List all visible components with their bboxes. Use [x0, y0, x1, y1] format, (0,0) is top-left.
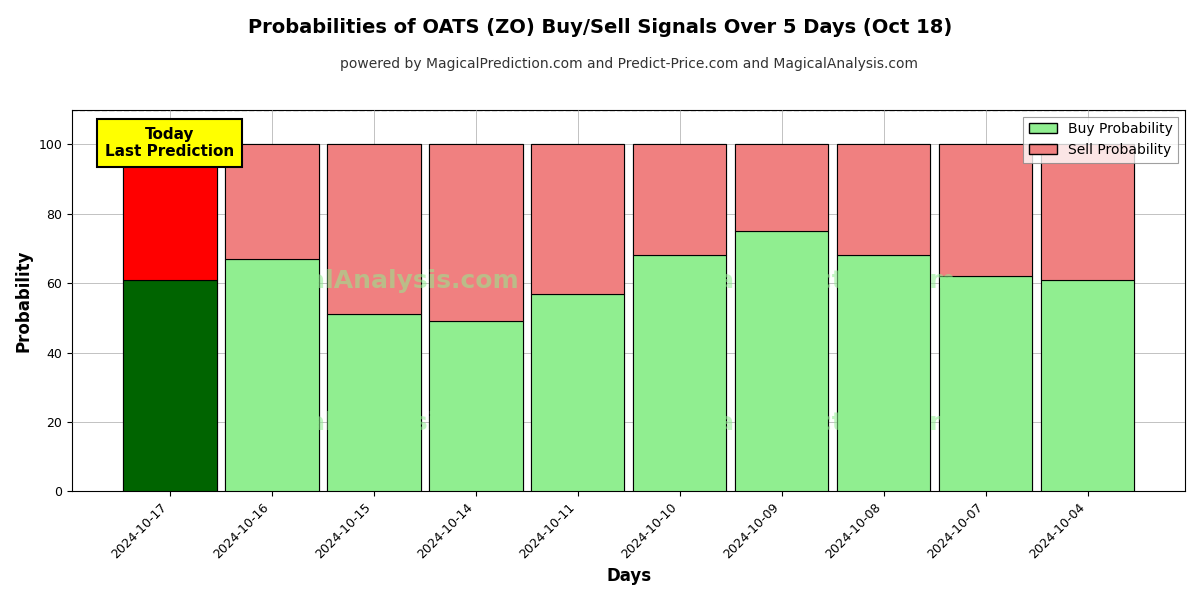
Bar: [326, 314, 420, 491]
Bar: [1040, 280, 1134, 491]
Bar: [938, 145, 1032, 276]
Bar: [224, 145, 318, 259]
Title: powered by MagicalPrediction.com and Predict-Price.com and MagicalAnalysis.com: powered by MagicalPrediction.com and Pre…: [340, 57, 918, 71]
Bar: [530, 293, 624, 491]
Bar: [326, 145, 420, 314]
Bar: [224, 259, 318, 491]
Text: Today
Last Prediction: Today Last Prediction: [106, 127, 234, 160]
Bar: [122, 280, 216, 491]
Bar: [632, 145, 726, 256]
Bar: [938, 276, 1032, 491]
Text: MagicalPrediction.com: MagicalPrediction.com: [635, 269, 956, 293]
Bar: [632, 145, 726, 256]
Bar: [530, 145, 624, 293]
Bar: [836, 145, 930, 256]
X-axis label: Days: Days: [606, 567, 652, 585]
Legend: Buy Probability, Sell Probability: Buy Probability, Sell Probability: [1024, 116, 1178, 163]
Bar: [632, 256, 726, 491]
Text: Probabilities of OATS (ZO) Buy/Sell Signals Over 5 Days (Oct 18): Probabilities of OATS (ZO) Buy/Sell Sign…: [248, 18, 952, 37]
Bar: [224, 259, 318, 491]
Bar: [122, 280, 216, 491]
Bar: [836, 145, 930, 256]
Bar: [734, 231, 828, 491]
Bar: [122, 145, 216, 280]
Bar: [530, 145, 624, 293]
Bar: [1040, 280, 1134, 491]
Y-axis label: Probability: Probability: [16, 249, 34, 352]
Bar: [428, 321, 522, 491]
Bar: [428, 321, 522, 491]
Bar: [428, 145, 522, 321]
Bar: [530, 293, 624, 491]
Bar: [836, 256, 930, 491]
Text: MagicalPrediction.com: MagicalPrediction.com: [635, 410, 956, 434]
Bar: [428, 145, 522, 321]
Bar: [224, 145, 318, 259]
Bar: [1040, 145, 1134, 280]
Text: MagicalAnalysis.com: MagicalAnalysis.com: [226, 269, 520, 293]
Bar: [734, 231, 828, 491]
Text: MagicalAnalysis.com: MagicalAnalysis.com: [226, 410, 520, 434]
Bar: [734, 145, 828, 231]
Bar: [326, 314, 420, 491]
Bar: [938, 145, 1032, 276]
Bar: [122, 145, 216, 280]
Bar: [938, 276, 1032, 491]
Bar: [326, 145, 420, 314]
Bar: [1040, 145, 1134, 280]
Bar: [734, 145, 828, 231]
Bar: [836, 256, 930, 491]
Bar: [632, 256, 726, 491]
